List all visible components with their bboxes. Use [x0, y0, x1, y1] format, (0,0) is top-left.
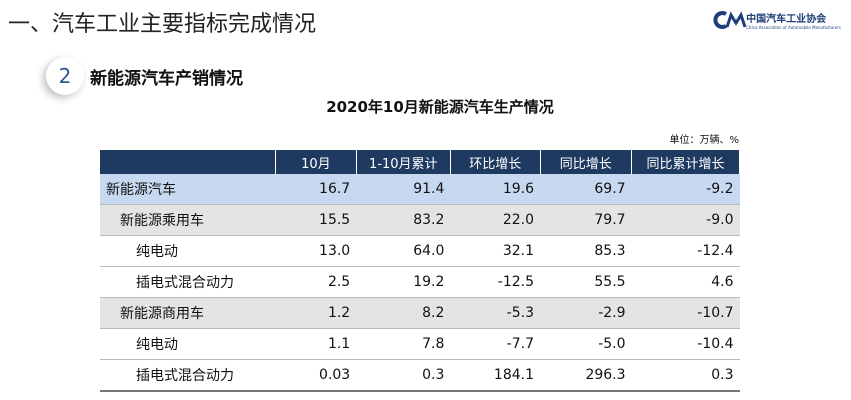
unit-label: 单位：万辆、%: [669, 135, 739, 146]
header-cell: [100, 150, 277, 174]
value-cell: 2.5: [275, 266, 357, 298]
value-cell: -5.3: [450, 297, 540, 329]
value-cell: 0.3: [631, 359, 740, 392]
value-cell: 79.7: [540, 204, 632, 236]
section-number: 2: [46, 57, 84, 95]
value-cell: 184.1: [450, 359, 540, 392]
logo-subtitle: China Association of Automobile Manufact…: [746, 25, 841, 30]
value-cell: 1.1: [275, 328, 357, 360]
page-title: 一、汽车工业主要指标完成情况: [8, 12, 317, 37]
label-cell: 新能源汽车: [100, 174, 276, 205]
table-row: 新能源乘用车 15.5 83.2 22.0 79.7 -9.0: [100, 204, 740, 236]
value-cell: -9.0: [631, 204, 740, 236]
value-cell: 13.0: [275, 235, 357, 267]
label-cell: 插电式混合动力: [100, 359, 276, 392]
header-cell: 1-10月累计: [356, 150, 451, 174]
value-cell: -2.9: [540, 297, 632, 329]
value-cell: -9.2: [631, 174, 740, 205]
value-cell: 0.03: [275, 359, 357, 392]
logo-mark: [713, 11, 747, 29]
value-cell: -7.7: [450, 328, 540, 360]
value-cell: 19.6: [450, 174, 540, 205]
value-cell: 15.5: [275, 204, 357, 236]
value-cell: 8.2: [356, 297, 451, 329]
label-cell: 插电式混合动力: [100, 266, 276, 298]
logo-name: 中国汽车工业协会: [746, 14, 827, 25]
table-row: 纯电动 13.0 64.0 32.1 85.3 -12.4: [100, 235, 740, 267]
value-cell: 19.2: [356, 266, 451, 298]
value-cell: 55.5: [540, 266, 632, 298]
logo: 中国汽车工业协会 China Association of Automobile …: [712, 10, 841, 30]
value-cell: -5.0: [540, 328, 632, 360]
table-row: 纯电动 1.1 7.8 -7.7 -5.0 -10.4: [100, 328, 740, 360]
label-cell: 新能源乘用车: [100, 204, 276, 236]
value-cell: -12.5: [450, 266, 540, 298]
label-cell: 新能源商用车: [100, 297, 276, 329]
logo-text: 中国汽车工业协会 China Association of Automobile …: [746, 10, 841, 30]
value-cell: 296.3: [540, 359, 632, 392]
value-cell: 7.8: [356, 328, 451, 360]
header-cell: 10月: [275, 150, 357, 174]
value-cell: 64.0: [356, 235, 451, 267]
value-cell: 69.7: [540, 174, 632, 205]
value-cell: 91.4: [356, 174, 451, 205]
table-row: 插电式混合动力 2.5 19.2 -12.5 55.5 4.6: [100, 266, 740, 298]
value-cell: 16.7: [275, 174, 357, 205]
label-cell: 纯电动: [100, 328, 276, 360]
value-cell: 1.2: [275, 297, 357, 329]
table-row: 新能源商用车 1.2 8.2 -5.3 -2.9 -10.7: [100, 297, 740, 329]
value-cell: 22.0: [450, 204, 540, 236]
header-cell: 同比累计增长: [631, 150, 740, 174]
value-cell: 4.6: [631, 266, 740, 298]
table-title: 2020年10月新能源汽车生产情况: [326, 98, 554, 116]
value-cell: 85.3: [540, 235, 632, 267]
header-row: 10月 1-10月累计 环比增长 同比增长 同比累计增长: [100, 150, 740, 174]
value-cell: 83.2: [356, 204, 451, 236]
value-cell: 0.3: [356, 359, 451, 392]
header-cell: 环比增长: [450, 150, 541, 174]
value-cell: 32.1: [450, 235, 540, 267]
data-table: 10月 1-10月累计 环比增长 同比增长 同比累计增长 新能源汽车 16.7 91.4 19.…: [100, 150, 740, 392]
value-cell: -10.4: [631, 328, 740, 360]
section-title: 新能源汽车产销情况: [90, 69, 243, 89]
table-row: 插电式混合动力 0.03 0.3 184.1 296.3 0.3: [100, 359, 740, 392]
header-cell: 同比增长: [540, 150, 633, 174]
label-cell: 纯电动: [100, 235, 276, 267]
value-cell: -10.7: [631, 297, 740, 329]
table-row: 新能源汽车 16.7 91.4 19.6 69.7 -9.2: [100, 174, 740, 205]
value-cell: -12.4: [631, 235, 740, 267]
